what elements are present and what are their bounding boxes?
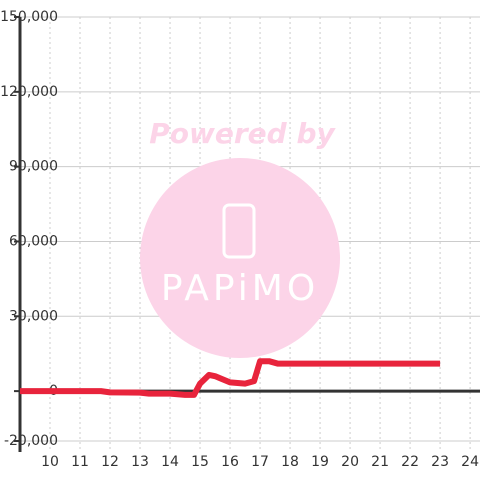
watermark-text: Powered by — [149, 117, 336, 150]
x-tick-label: 10 — [41, 454, 59, 470]
x-tick-label: 18 — [281, 454, 299, 470]
x-tick-label: 21 — [371, 454, 389, 470]
y-tick-label: -20,000 — [4, 433, 58, 449]
x-tick-label: 17 — [251, 454, 269, 470]
x-tick-label: 15 — [191, 454, 209, 470]
y-tick-label: 150,000 — [0, 9, 58, 25]
x-tick-label: 23 — [431, 454, 449, 470]
x-tick-label: 20 — [341, 454, 359, 470]
x-tick-label: 22 — [401, 454, 419, 470]
watermark-phone — [222, 203, 256, 259]
x-tick-label: 16 — [221, 454, 239, 470]
line-series — [20, 358, 441, 398]
x-tick-label: 24 — [461, 454, 479, 470]
x-tick-label: 13 — [131, 454, 149, 470]
watermark-logo: PAPiMO — [161, 268, 319, 309]
y-tick-label: 30,000 — [9, 308, 58, 324]
x-tick-label: 11 — [71, 454, 89, 470]
y-tick-label: 60,000 — [9, 233, 58, 249]
y-tick-label: 120,000 — [0, 84, 58, 100]
x-tick-label: 19 — [311, 454, 329, 470]
x-tick-label: 12 — [101, 454, 119, 470]
x-tick-label: 14 — [161, 454, 179, 470]
y-tick-label: 90,000 — [9, 159, 58, 175]
